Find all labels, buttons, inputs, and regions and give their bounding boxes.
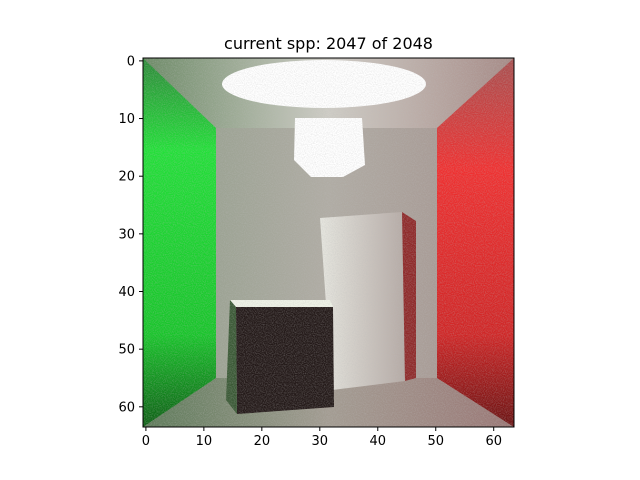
y-tick-label: 10 xyxy=(118,112,135,127)
image-area xyxy=(142,57,515,428)
x-tick-label: 60 xyxy=(485,434,502,449)
y-tick-label: 50 xyxy=(118,343,135,358)
x-axis: 0 10 20 30 40 50 60 xyxy=(142,427,502,449)
x-tick-label: 0 xyxy=(142,434,150,449)
y-tick-label: 60 xyxy=(118,400,135,415)
x-tick-label: 40 xyxy=(370,434,387,449)
x-tick-label: 10 xyxy=(196,434,213,449)
x-tick-label: 20 xyxy=(254,434,271,449)
y-tick-label: 30 xyxy=(118,227,135,242)
axes-frame xyxy=(142,57,515,428)
y-tick-label: 20 xyxy=(118,170,135,185)
render-noise xyxy=(143,58,514,427)
y-tick-label: 0 xyxy=(127,54,135,69)
x-tick-label: 30 xyxy=(312,434,329,449)
x-tick-label: 50 xyxy=(427,434,444,449)
y-tick-label: 40 xyxy=(118,285,135,300)
y-axis: 0 10 20 30 40 50 60 xyxy=(118,54,143,415)
chart-title: current spp: 2047 of 2048 xyxy=(224,34,433,53)
